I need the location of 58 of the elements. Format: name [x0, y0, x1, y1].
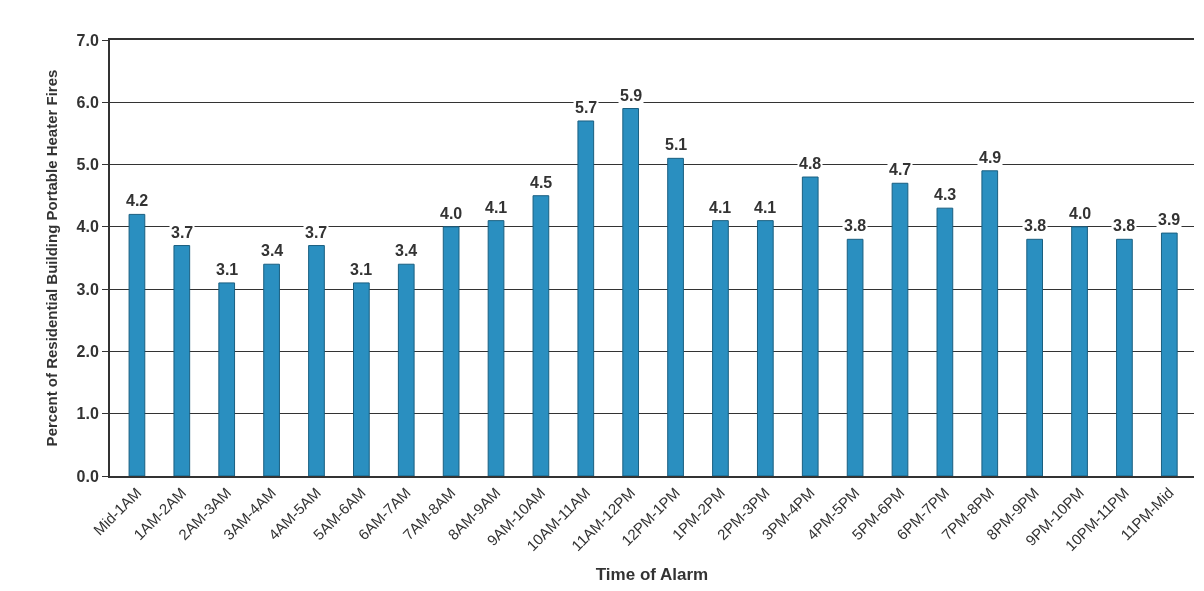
bar	[667, 157, 684, 476]
bar	[846, 238, 864, 476]
data-label: 4.1	[754, 199, 777, 216]
data-label: 3.7	[305, 224, 328, 241]
data-label: 4.0	[440, 205, 463, 222]
data-label: 5.7	[575, 99, 598, 116]
data-label: 4.5	[530, 174, 553, 191]
y-tick-label: 6.0	[76, 93, 99, 111]
bar	[936, 207, 954, 476]
bar	[756, 220, 774, 476]
data-label: 3.8	[844, 217, 867, 234]
bar	[1116, 238, 1133, 476]
y-tick-label: 0.0	[76, 467, 99, 485]
y-tick-label: 5.0	[76, 156, 99, 174]
y-axis-title: Percent of Residential Building Portable Heater Fires	[43, 69, 61, 447]
data-label: 3.4	[261, 242, 284, 259]
data-label: 3.9	[1158, 211, 1181, 228]
data-label: 3.1	[216, 261, 239, 278]
bar	[1026, 238, 1044, 476]
bar	[442, 226, 460, 476]
bar	[128, 213, 146, 476]
bar	[712, 220, 729, 476]
data-label: 4.1	[485, 199, 508, 216]
y-tick-label: 4.0	[76, 218, 99, 236]
bar	[801, 176, 819, 476]
bar	[532, 195, 550, 476]
x-axis-title: Time of Alarm	[595, 565, 709, 584]
data-label: 4.7	[889, 161, 912, 178]
bar	[1071, 226, 1088, 476]
y-tick-label: 2.0	[76, 343, 99, 361]
data-label: 3.7	[171, 224, 194, 241]
bar	[397, 263, 415, 476]
bar	[891, 182, 909, 476]
data-label: 5.1	[665, 136, 688, 153]
data-label: 5.9	[620, 87, 643, 104]
y-tick-label: 7.0	[76, 31, 99, 49]
y-tick-label: 3.0	[76, 280, 99, 298]
bar	[577, 120, 595, 476]
data-label: 3.4	[395, 242, 418, 259]
data-label: 3.8	[1024, 217, 1047, 234]
y-tick-label: 1.0	[76, 405, 99, 423]
bar	[622, 108, 640, 476]
bar	[263, 263, 280, 476]
bar	[218, 282, 236, 476]
bar	[353, 282, 370, 476]
bar	[1160, 232, 1178, 476]
bar	[308, 245, 325, 476]
data-label: 4.3	[934, 186, 957, 203]
data-label: 4.9	[979, 149, 1002, 166]
bar	[981, 170, 999, 476]
data-label: 3.1	[350, 261, 373, 278]
bar	[173, 245, 191, 476]
bar	[487, 220, 505, 476]
data-label: 4.1	[709, 199, 732, 216]
data-label: 4.8	[799, 155, 822, 172]
data-label: 4.0	[1069, 205, 1092, 222]
data-label: 3.8	[1113, 217, 1136, 234]
data-label: 4.2	[126, 192, 149, 209]
